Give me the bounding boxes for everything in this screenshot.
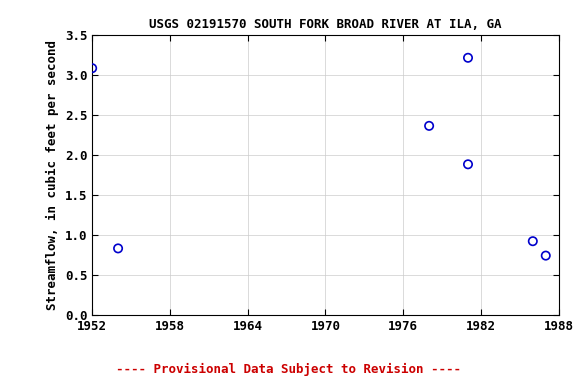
Point [425, 123, 434, 129]
Text: ---- Provisional Data Subject to Revision ----: ---- Provisional Data Subject to Revisio… [116, 363, 460, 376]
Title: USGS 02191570 SOUTH FORK BROAD RIVER AT ILA, GA: USGS 02191570 SOUTH FORK BROAD RIVER AT … [149, 18, 502, 31]
Point [88, 65, 97, 71]
Point [463, 161, 472, 167]
Point [567, 225, 576, 231]
Point [528, 238, 537, 244]
Point [113, 245, 123, 252]
Point [541, 253, 550, 259]
Y-axis label: Streamflow, in cubic feet per second: Streamflow, in cubic feet per second [46, 40, 59, 310]
Point [463, 55, 472, 61]
